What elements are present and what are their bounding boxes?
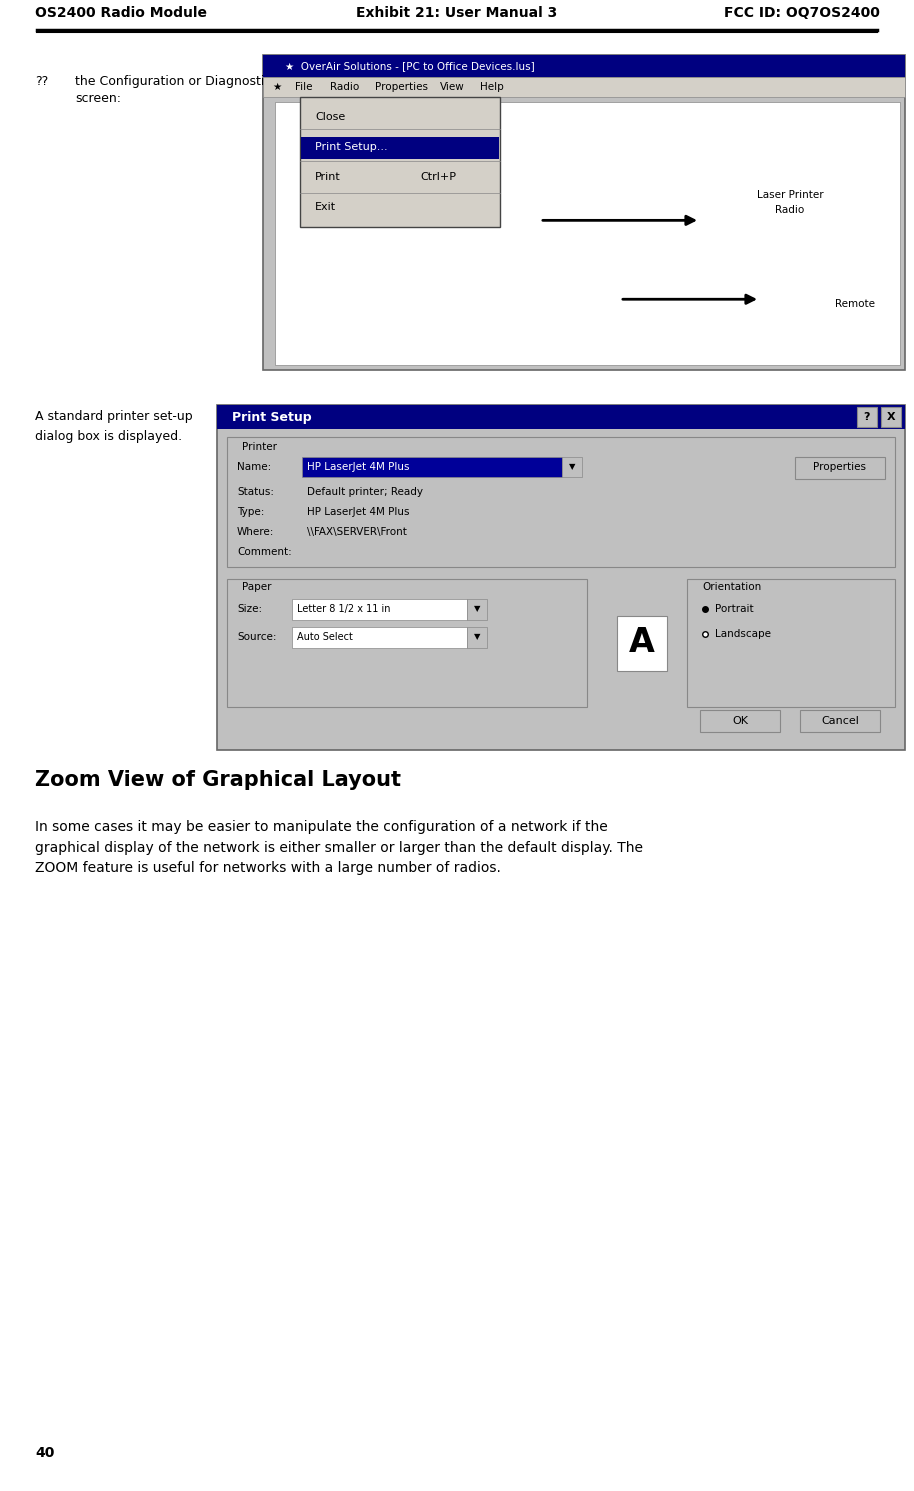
Bar <box>800 710 880 732</box>
Text: Ctrl+P: Ctrl+P <box>420 171 456 182</box>
Text: 40: 40 <box>35 1446 54 1460</box>
Bar <box>263 78 905 97</box>
Text: Landscape: Landscape <box>715 629 771 640</box>
Text: Comment:: Comment: <box>237 547 292 558</box>
Text: ▼: ▼ <box>473 632 480 641</box>
Text: HP LaserJet 4M Plus: HP LaserJet 4M Plus <box>307 507 409 517</box>
Text: Zoom View of Graphical Layout: Zoom View of Graphical Layout <box>35 769 401 790</box>
Text: Exhibit 21: User Manual 3: Exhibit 21: User Manual 3 <box>356 6 558 19</box>
Bar <box>263 55 905 78</box>
Text: Close: Close <box>315 112 345 122</box>
Text: Laser Printer: Laser Printer <box>757 191 824 200</box>
Bar <box>687 579 895 707</box>
Bar <box>217 406 905 750</box>
Bar <box>275 101 900 365</box>
Text: Print Setup: Print Setup <box>232 410 312 423</box>
Text: screen:: screen: <box>75 92 121 104</box>
Text: ??: ?? <box>35 75 48 88</box>
Text: Size:: Size: <box>237 604 262 614</box>
Text: Print: Print <box>315 171 341 182</box>
Text: FCC ID: OQ7OS2400: FCC ID: OQ7OS2400 <box>724 6 880 19</box>
Bar <box>227 437 895 567</box>
Text: Radio: Radio <box>330 82 359 92</box>
Bar <box>562 458 582 477</box>
Text: Name:: Name: <box>237 462 271 473</box>
Text: \\FAX\SERVER\Front: \\FAX\SERVER\Front <box>307 526 407 537</box>
Text: Default printer; Ready: Default printer; Ready <box>307 488 423 497</box>
Bar <box>857 407 877 426</box>
Text: Properties: Properties <box>813 462 866 473</box>
Bar <box>300 97 500 227</box>
Text: ▼: ▼ <box>569 462 575 471</box>
Text: ★: ★ <box>272 82 282 92</box>
Bar <box>302 458 562 477</box>
Text: In some cases it may be easier to manipulate the configuration of a network if t: In some cases it may be easier to manipu… <box>35 820 643 875</box>
Text: Print Setup...: Print Setup... <box>315 142 388 152</box>
Bar <box>227 579 587 707</box>
Bar <box>467 628 487 649</box>
Text: Auto Select: Auto Select <box>297 632 353 643</box>
Text: Exit: Exit <box>315 201 336 212</box>
Bar <box>795 458 885 479</box>
Text: Printer: Printer <box>242 441 277 452</box>
Bar <box>301 137 499 160</box>
Text: View: View <box>440 82 464 92</box>
Text: Cancel: Cancel <box>821 716 859 726</box>
Text: A standard printer set-up: A standard printer set-up <box>35 410 193 423</box>
Text: dialog box is displayed.: dialog box is displayed. <box>35 429 182 443</box>
Bar <box>263 55 905 370</box>
Text: ★  OverAir Solutions - [PC to Office Devices.lus]: ★ OverAir Solutions - [PC to Office Devi… <box>285 61 535 72</box>
Text: File: File <box>295 82 313 92</box>
Bar <box>881 407 901 426</box>
Text: Remote: Remote <box>835 300 875 309</box>
Text: Radio: Radio <box>775 206 804 215</box>
Text: Status:: Status: <box>237 488 274 497</box>
Text: Source:: Source: <box>237 632 277 643</box>
Text: Help: Help <box>480 82 504 92</box>
Text: A: A <box>629 626 655 659</box>
Text: OK: OK <box>732 716 748 726</box>
Text: Properties: Properties <box>375 82 428 92</box>
Text: ?: ? <box>864 412 870 422</box>
Text: the Configuration or Diagnostic: the Configuration or Diagnostic <box>75 75 271 88</box>
Text: Orientation: Orientation <box>702 581 761 592</box>
Text: Where:: Where: <box>237 526 274 537</box>
Bar <box>700 710 780 732</box>
Bar <box>217 406 905 429</box>
Text: Portrait: Portrait <box>715 604 754 614</box>
Bar <box>292 599 467 620</box>
Text: Paper: Paper <box>242 581 271 592</box>
Text: HP LaserJet 4M Plus: HP LaserJet 4M Plus <box>307 462 409 473</box>
Text: X: X <box>887 412 896 422</box>
Bar <box>467 599 487 620</box>
Text: OS2400 Radio Module: OS2400 Radio Module <box>35 6 207 19</box>
Text: Letter 8 1/2 x 11 in: Letter 8 1/2 x 11 in <box>297 604 390 614</box>
Text: ▼: ▼ <box>473 604 480 613</box>
Bar <box>292 628 467 649</box>
Bar <box>617 616 667 671</box>
Text: Type:: Type: <box>237 507 264 517</box>
